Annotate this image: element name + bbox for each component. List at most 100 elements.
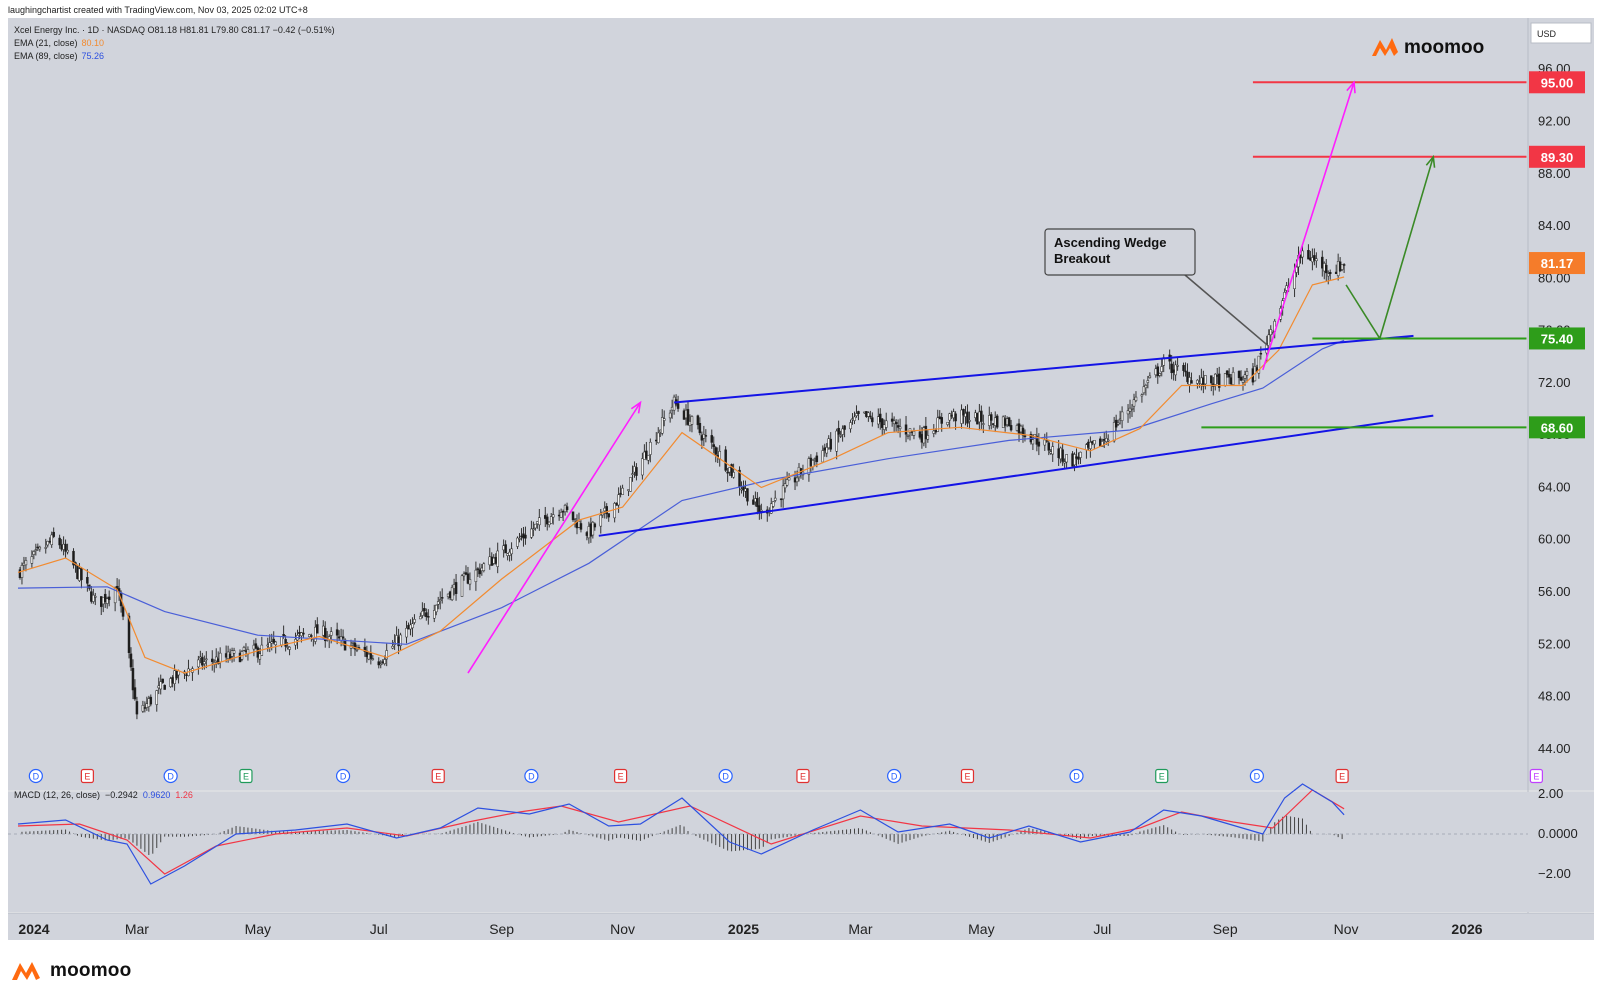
event-marker-d-15[interactable]: D [1249,768,1264,784]
event-marker-e-12[interactable]: E [960,768,975,784]
candle [992,423,995,425]
candle [964,413,967,417]
price-tick-label: 84.00 [1538,218,1571,233]
candle [1239,376,1243,381]
projection-arrow-2-head [1346,80,1356,94]
candle [60,544,63,550]
event-marker-d-7[interactable]: D [524,768,539,784]
dividend-icon [335,768,351,784]
candle [643,451,646,460]
candle [502,545,505,551]
event-marker-d-9[interactable]: D [718,768,733,784]
price-pane[interactable] [8,18,1528,790]
candle [559,512,563,518]
event-marker-d-3[interactable]: D [163,768,178,784]
candle [892,420,896,425]
candle [593,523,597,528]
candle [841,428,844,435]
event-marker-e-2[interactable]: E [80,768,94,784]
candle [1035,435,1039,445]
candle [302,632,305,635]
price-axis-bg[interactable] [1528,18,1594,790]
price-label-75.40[interactable]: 75.40 [1529,327,1585,350]
legend-macd: MACD (12, 26, close) −0.2942 0.9620 1.26 [14,790,193,800]
event-marker-e-10[interactable]: E [796,768,810,784]
wedge-lower-line[interactable] [598,414,1434,537]
candle [1071,453,1074,467]
time-tick-label: Jul [1093,921,1111,937]
price-label-81.17[interactable]: 81.17 [1529,252,1585,275]
price-tick-label: 88.00 [1538,166,1571,181]
event-marker-e-6[interactable]: E [431,768,445,784]
time-tick-label: Nov [1334,921,1359,937]
event-marker-e-14[interactable]: E [1155,768,1169,784]
candle [771,501,775,507]
candle [760,509,763,512]
candle [773,497,777,501]
macd-pane[interactable] [8,792,1528,912]
candle [1101,441,1104,447]
earnings-icon [80,768,94,784]
wedge-upper-line[interactable] [674,334,1414,404]
candle [1007,417,1011,427]
event-marker-d-13[interactable]: D [1069,768,1084,784]
candle [754,498,757,503]
forecast-arrow-up[interactable] [1379,154,1436,339]
candle [107,596,111,601]
projection-arrow-1[interactable] [467,400,642,674]
candle [613,503,616,519]
event-marker-d-1[interactable]: D [28,768,43,784]
candle [546,516,549,525]
candle [1154,368,1158,376]
candle [700,435,704,441]
event-marker-d-11[interactable]: D [887,768,902,784]
dividend-icon [1249,768,1264,784]
candle [684,409,688,419]
candle [1271,330,1274,333]
forecast-path-down[interactable] [1345,284,1381,339]
candle [205,658,208,661]
candle [1174,364,1177,376]
candle [855,413,858,416]
price-tick-label: 64.00 [1538,479,1571,494]
event-marker-e-4[interactable]: E [239,768,253,784]
dividend-icon [718,768,733,784]
candle [938,416,941,420]
candle [825,447,828,454]
candle [214,656,218,662]
legend-ema21: EMA (21, close) 80.10 [14,38,104,48]
candle [1126,410,1130,415]
price-tick-label: 80.00 [1538,270,1571,285]
candle [280,636,283,646]
time-tick-label: Sep [1213,921,1238,937]
event-marker-e-17[interactable]: E [1529,768,1543,784]
candle [433,610,436,619]
candle [815,455,819,463]
candle [1200,377,1203,385]
candle [460,575,464,597]
candle [1214,373,1217,385]
candle [90,591,93,602]
candle [1043,439,1047,446]
event-marker-e-8[interactable]: E [613,768,628,784]
currency-box[interactable] [1530,22,1592,44]
candle [425,612,428,618]
candle [1130,408,1134,410]
candle [538,517,541,526]
event-marker-d-5[interactable]: D [335,768,351,784]
candle [113,587,117,604]
projection-arrow-2[interactable] [1262,80,1356,371]
candle [226,651,230,660]
price-label-89.30[interactable]: 89.30 [1529,145,1585,168]
macd-axis-bg[interactable] [1528,792,1594,912]
candle [258,653,262,660]
candle [561,510,565,513]
price-label-68.60[interactable]: 68.60 [1529,416,1585,439]
candle [1128,407,1132,412]
price-label-95.00[interactable]: 95.00 [1529,71,1585,94]
time-axis-bg[interactable] [8,913,1594,940]
candle [397,636,400,647]
event-marker-e-16[interactable]: E [1335,768,1349,784]
